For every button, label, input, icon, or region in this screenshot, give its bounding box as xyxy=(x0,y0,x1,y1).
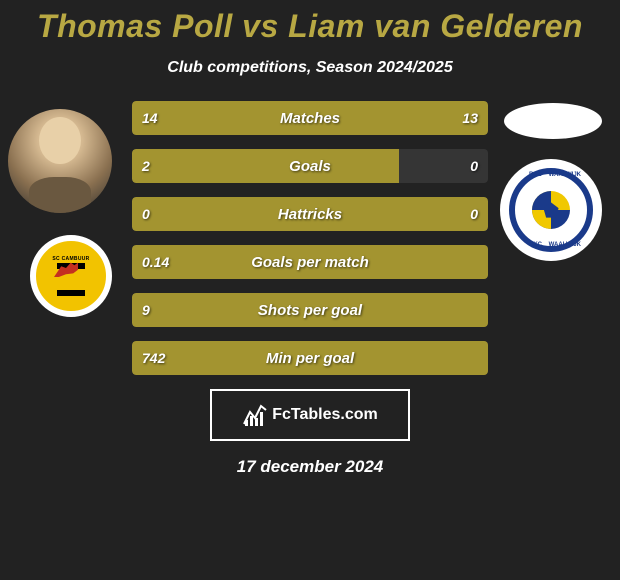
club-badge-right: RKC WAALWIJK RKC WAALWIJK xyxy=(500,159,602,261)
stat-row: 0.14 Goals per match xyxy=(132,245,488,279)
stat-label: Goals xyxy=(289,158,331,175)
date-label: 17 december 2024 xyxy=(0,457,620,477)
stat-bars: 14 Matches 13 2 Goals 0 0 Hattricks 0 0.14 Goals p… xyxy=(132,101,488,375)
stat-value-left: 9 xyxy=(142,302,150,318)
stat-value-right: 0 xyxy=(470,206,478,222)
stat-label: Matches xyxy=(280,110,340,127)
brand-box: FcTables.com xyxy=(210,389,410,441)
stat-value-right: 0 xyxy=(470,158,478,174)
stat-row: 2 Goals 0 xyxy=(132,149,488,183)
stat-label: Shots per goal xyxy=(258,302,362,319)
page-title: Thomas Poll vs Liam van Gelderen xyxy=(0,0,620,45)
stat-value-left: 14 xyxy=(142,110,158,126)
comparison-content: SC CAMBUUR RKC WAALWIJK RKC WAALWIJK 14 M… xyxy=(0,101,620,477)
subtitle: Club competitions, Season 2024/2025 xyxy=(0,59,620,77)
stat-value-left: 0.14 xyxy=(142,254,169,270)
stat-label: Hattricks xyxy=(278,206,342,223)
stat-label: Min per goal xyxy=(266,350,354,367)
stat-value-left: 2 xyxy=(142,158,150,174)
stat-row: 0 Hattricks 0 xyxy=(132,197,488,231)
stat-row: 742 Min per goal xyxy=(132,341,488,375)
club-badge-left: SC CAMBUUR xyxy=(30,235,112,317)
brand-text: FcTables.com xyxy=(272,406,378,424)
stat-label: Goals per match xyxy=(251,254,369,271)
brand-chart-icon xyxy=(242,402,268,428)
player-right-avatar-placeholder xyxy=(504,103,602,139)
stat-row: 14 Matches 13 xyxy=(132,101,488,135)
stat-value-left: 0 xyxy=(142,206,150,222)
stat-value-right: 13 xyxy=(462,110,478,126)
stat-row: 9 Shots per goal xyxy=(132,293,488,327)
club-badge-left-text: SC CAMBUUR xyxy=(52,256,89,262)
player-left-avatar xyxy=(8,109,112,213)
stat-value-left: 742 xyxy=(142,350,165,366)
bar-fill-left xyxy=(132,149,399,183)
